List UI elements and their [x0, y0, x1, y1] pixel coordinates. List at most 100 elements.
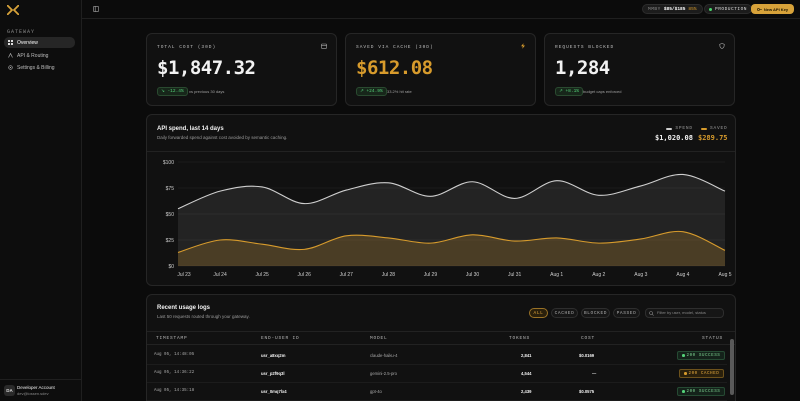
- status-dot: [682, 354, 685, 357]
- sidebar-item-api-routing[interactable]: API & Routing: [4, 50, 75, 61]
- filter-passed[interactable]: PASSED: [613, 308, 640, 318]
- status-label: 200 CACHED: [688, 371, 720, 376]
- legend-value: $289.75: [698, 134, 728, 142]
- spend-chart-card: API spend, last 14 days Daily forwarded …: [146, 114, 736, 286]
- budget-pill[interactable]: MMBY $85/$185 85%: [642, 4, 703, 14]
- x-tick-label: Jul 25: [255, 272, 269, 278]
- delta-badge: ↗ +8.1%: [555, 87, 583, 96]
- status-dot: [682, 390, 685, 393]
- table-row[interactable]: Aug 05, 14:35:18 usr_0mq7lx4 gpt-4o 2,43…: [147, 383, 727, 401]
- cell-tokens: 2,439: [521, 389, 532, 394]
- cell-cost: —: [592, 371, 597, 376]
- column-header-tokens[interactable]: TOKENS: [509, 336, 531, 341]
- filter-blocked[interactable]: BLOCKED: [581, 308, 610, 318]
- stat-card-saved-cache: SAVED VIA CACHE (30D) $612.08 ↗ +24.9% 3…: [345, 33, 536, 106]
- status-label: 200 SUCCESS: [686, 389, 721, 394]
- sidebar-item-overview[interactable]: Overview: [4, 37, 75, 48]
- x-tick-label: Jul 28: [382, 272, 396, 278]
- cell-model: gemini-2.5-pro: [370, 371, 397, 376]
- column-header-user[interactable]: END-USER ID: [261, 336, 300, 341]
- x-tick-label: Jul 29: [424, 272, 438, 278]
- legend-value: $1,020.08: [655, 134, 693, 142]
- x-tick-label: Jul 26: [298, 272, 312, 278]
- filter-cached[interactable]: CACHED: [551, 308, 578, 318]
- status-dot: [684, 372, 687, 375]
- stat-card-requests-blocked: REQUESTS BLOCKED 1,284 ↗ +8.1% budget ca…: [544, 33, 735, 106]
- account-name: Developer Account: [17, 385, 55, 390]
- column-header-model[interactable]: MODEL: [370, 336, 388, 341]
- legend-saved[interactable]: SAVED $289.75: [698, 126, 728, 142]
- route-icon: [8, 53, 13, 58]
- status-badge: 200 SUCCESS: [677, 351, 726, 360]
- logs-subtitle: Last 50 requests routed through your gat…: [157, 314, 250, 319]
- log-search-input[interactable]: Filter by user, model, status: [645, 308, 724, 318]
- status-badge: 200 SUCCESS: [677, 387, 726, 396]
- cell-tokens: 2,841: [521, 353, 532, 358]
- column-header-status[interactable]: STATUS: [702, 336, 724, 341]
- legend-spend[interactable]: SPEND $1,020.08: [655, 126, 693, 142]
- table-row[interactable]: Aug 05, 14:36:22 usr_p2f9q3l gemini-2.5-…: [147, 365, 727, 383]
- column-header-timestamp[interactable]: TIMESTAMP: [156, 336, 188, 341]
- cell-user: usr_0mq7lx4: [261, 389, 287, 394]
- delta-note: vs previous 30 days: [189, 89, 225, 94]
- environment-badge[interactable]: PRODUCTION: [704, 4, 753, 14]
- series-line-saved: [177, 230, 726, 254]
- column-header-cost[interactable]: COST: [581, 336, 596, 341]
- search-icon: [649, 311, 654, 316]
- wallet-icon: [321, 43, 327, 49]
- y-tick-label: $50: [166, 212, 175, 218]
- env-status-dot: [709, 7, 712, 11]
- cell-user: usr_a8xq2m: [261, 353, 286, 358]
- account-menu[interactable]: DA Developer Account dev@lossen.sdev: [0, 379, 82, 401]
- x-tick-label: Jul 30: [466, 272, 480, 278]
- table-row[interactable]: Aug 05, 14:48:05 usr_a8xq2m claude-haiku…: [147, 347, 727, 365]
- sidebar: GATEWAY Overview API & Routing Settings …: [0, 0, 82, 401]
- cell-cost: $0.0169: [579, 353, 595, 358]
- status-badge: 200 CACHED: [679, 369, 725, 378]
- x-tick-label: Aug 3: [634, 272, 647, 278]
- stat-value: $612.08: [356, 57, 433, 79]
- cell-timestamp: Aug 05, 14:48:05: [154, 353, 195, 357]
- logs-title: Recent usage logs: [157, 305, 211, 311]
- sidebar-item-label: API & Routing: [17, 52, 49, 59]
- sidebar-item-label: Settings & Billing: [17, 64, 55, 71]
- y-tick-label: $75: [166, 186, 175, 192]
- stat-label: TOTAL COST (30D): [157, 45, 217, 50]
- delta-badge: ↘ -12.4%: [157, 87, 188, 96]
- logo-icon[interactable]: [7, 5, 19, 15]
- stat-card-total-cost: TOTAL COST (30D) $1,847.32 ↘ -12.4% vs p…: [146, 33, 337, 106]
- spend-area-chart[interactable]: $0 $25 $50 $75 $100 Jul 23 Jul 24 Jul 25 Jul 26 J…: [147, 152, 735, 285]
- chart-subtitle: Daily forwarded spend against cost avoid…: [157, 135, 288, 140]
- stat-value: $1,847.32: [157, 57, 256, 79]
- x-tick-label: Aug 1: [550, 272, 563, 278]
- table-scrollbar[interactable]: [730, 339, 734, 395]
- x-tick-label: Jul 27: [340, 272, 354, 278]
- series-area-spend: [178, 174, 725, 266]
- delta-note: 33.2% hit rate: [387, 89, 412, 94]
- account-email: dev@lossen.sdev: [17, 391, 49, 396]
- x-tick-label: Jul 24: [213, 272, 227, 278]
- status-label: 200 SUCCESS: [686, 353, 721, 358]
- x-tick-label: Aug 5: [718, 272, 731, 278]
- topbar: MMBY $85/$185 85% PRODUCTION New API Key: [82, 0, 800, 19]
- cell-tokens: 4,544: [521, 371, 532, 376]
- series-line-spend: [177, 173, 726, 210]
- cell-cost: $0.0575: [579, 389, 595, 394]
- new-api-key-button[interactable]: New API Key: [751, 4, 794, 14]
- legend-swatch-spend: [666, 127, 673, 130]
- filter-all[interactable]: ALL: [529, 308, 548, 318]
- series-area-saved: [178, 231, 725, 266]
- stat-value: 1,284: [555, 57, 610, 79]
- x-tick-label: Aug 2: [592, 272, 605, 278]
- legend-label: SPEND: [675, 126, 693, 131]
- cell-model: claude-haiku-4: [370, 353, 398, 358]
- sidebar-item-settings-billing[interactable]: Settings & Billing: [4, 62, 75, 73]
- sidebar-toggle-icon[interactable]: [93, 6, 99, 12]
- chart-title: API spend, last 14 days: [157, 126, 224, 132]
- x-tick-label: Jul 31: [508, 272, 522, 278]
- stat-label: SAVED VIA CACHE (30D): [356, 45, 434, 50]
- budget-label: MMBY: [648, 6, 661, 12]
- cell-timestamp: Aug 05, 14:35:18: [154, 389, 195, 393]
- grid-icon: [8, 40, 13, 45]
